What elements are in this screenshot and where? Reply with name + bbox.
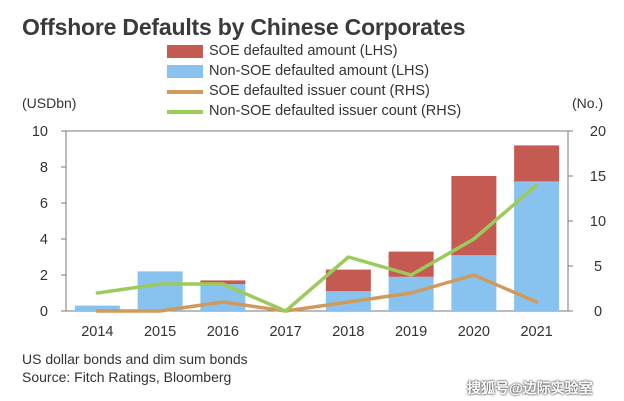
y-left-tick-label: 0 [40, 304, 48, 320]
x-tick-label: 2019 [395, 324, 427, 340]
y-right-tick-label: 20 [590, 124, 606, 140]
bar-nonsoe-amount-2014 [74, 305, 120, 311]
bar-soe-amount-2020 [451, 176, 497, 256]
x-tick-label: 2020 [458, 324, 490, 340]
y-left-tick-label: 6 [40, 196, 48, 212]
legend-swatch-soe-count [167, 90, 203, 94]
legend-label: SOE defaulted issuer count (RHS) [209, 83, 430, 99]
bar-nonsoe-amount-2016 [200, 284, 246, 311]
x-tick-label: 2014 [81, 324, 113, 340]
legend-label: Non-SOE defaulted amount (LHS) [209, 63, 430, 79]
y-right-tick-label: 0 [594, 304, 602, 320]
line-nonsoe-issuer-count [95, 183, 539, 313]
bar-soe-amount-2016 [200, 280, 246, 284]
y-right-unit-label: (No.) [572, 95, 604, 111]
chart-notes: US dollar bonds and dim sum bonds Source… [22, 350, 248, 386]
y-right-tick-label: 10 [590, 214, 606, 230]
y-right-tick-label: 15 [590, 169, 606, 185]
bar-nonsoe-amount-2015 [137, 271, 183, 311]
chart-title: Offshore Defaults by Chinese Corporates [22, 14, 466, 40]
watermark: 搜狐号@边际实验室 [467, 380, 593, 396]
note-source: Source: Fitch Ratings, Bloomberg [22, 369, 232, 385]
x-tick-label: 2018 [332, 324, 364, 340]
legend-swatch-nonsoe-amount [167, 65, 203, 78]
y-left-tick-label: 10 [32, 124, 48, 140]
note-bond-types: US dollar bonds and dim sum bonds [22, 351, 248, 367]
x-tick-label: 2021 [520, 324, 552, 340]
y-left-tick-label: 4 [40, 232, 48, 248]
bar-soe-amount-2021 [514, 145, 560, 182]
legend-label: Non-SOE defaulted issuer count (RHS) [209, 103, 462, 119]
x-tick-label: 2016 [207, 324, 239, 340]
legend-swatch-soe-amount [167, 45, 203, 58]
y-left-tick-label: 8 [40, 160, 48, 176]
line-soe-issuer-count [95, 273, 539, 313]
y-left-unit-label: (USDbn) [22, 95, 77, 111]
y-right-tick-label: 5 [594, 259, 602, 275]
bar-nonsoe-amount-2021 [514, 181, 560, 311]
x-tick-label: 2017 [269, 324, 301, 340]
y-left-tick-label: 2 [40, 268, 48, 284]
bar-soe-amount-2018 [325, 269, 371, 292]
bar-soe-amount-2019 [388, 251, 434, 277]
x-tick-label: 2015 [144, 324, 176, 340]
legend-label: SOE defaulted amount (LHS) [209, 43, 398, 59]
legend-swatch-nonsoe-count [167, 110, 203, 114]
